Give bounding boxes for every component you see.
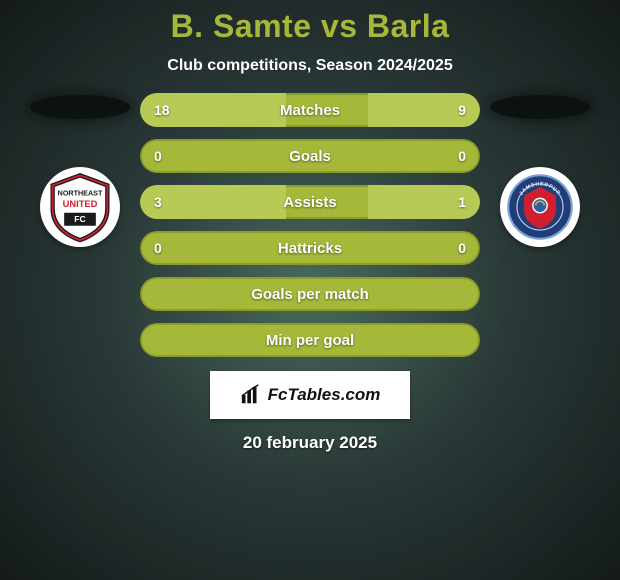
- stat-row: 00Hattricks: [140, 231, 480, 265]
- player-shadow-right: [490, 95, 590, 119]
- svg-text:UNITED: UNITED: [63, 199, 98, 209]
- page-subtitle: Club competitions, Season 2024/2025: [167, 57, 452, 75]
- northeast-united-crest-icon: NORTHEAST UNITED FC: [44, 171, 116, 243]
- stat-row: 31Assists: [140, 185, 480, 219]
- jamshedpur-crest-icon: JAMSHEDPUR: [504, 171, 576, 243]
- svg-text:NORTHEAST: NORTHEAST: [58, 188, 103, 197]
- footer-date: 20 february 2025: [243, 433, 377, 453]
- left-team-crest: NORTHEAST UNITED FC: [40, 167, 120, 247]
- svg-text:FC: FC: [74, 214, 86, 224]
- stat-label: Min per goal: [140, 323, 480, 357]
- stat-row: Goals per match: [140, 277, 480, 311]
- brand-bars-icon: [240, 384, 262, 406]
- right-team-crest: JAMSHEDPUR: [500, 167, 580, 247]
- stat-label: Assists: [140, 185, 480, 219]
- stat-label: Goals: [140, 139, 480, 173]
- stats-bars: 189Matches 00Goals 31Assists 00Hattricks Goa…: [140, 93, 480, 357]
- brand-badge: FcTables.com: [210, 371, 410, 419]
- left-side: NORTHEAST UNITED FC: [30, 93, 130, 247]
- main-row: NORTHEAST UNITED FC 189Matches 00Goals 31A…: [0, 93, 620, 357]
- stat-row: 189Matches: [140, 93, 480, 127]
- stat-row: Min per goal: [140, 323, 480, 357]
- stat-label: Matches: [140, 93, 480, 127]
- stat-label: Goals per match: [140, 277, 480, 311]
- content-wrapper: B. Samte vs Barla Club competitions, Sea…: [0, 0, 620, 580]
- stat-label: Hattricks: [140, 231, 480, 265]
- player-shadow-left: [30, 95, 130, 119]
- right-side: JAMSHEDPUR: [490, 93, 590, 247]
- brand-text: FcTables.com: [268, 385, 381, 405]
- page-title: B. Samte vs Barla: [171, 8, 450, 45]
- stat-row: 00Goals: [140, 139, 480, 173]
